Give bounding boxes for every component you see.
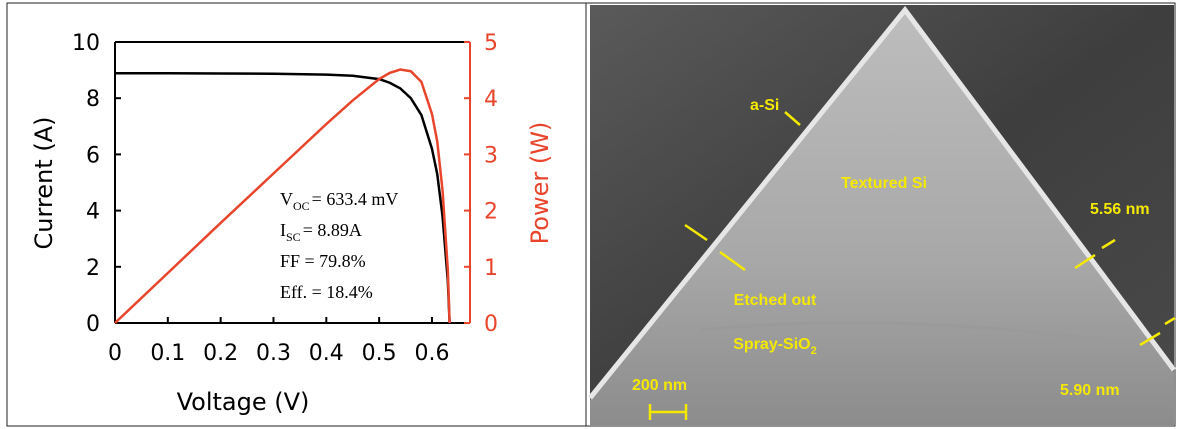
micrograph-label: a-Si bbox=[750, 97, 779, 114]
y-tick-label: 6 bbox=[86, 143, 100, 168]
micrograph: a-Si Textured Si 5.56 nm Etched out Spray-Si… bbox=[590, 5, 1175, 425]
annotation-text: FF = 79.8% bbox=[280, 251, 366, 271]
micrograph-label: 200 nm bbox=[632, 377, 687, 394]
label-text: Etched out bbox=[734, 292, 817, 309]
y-tick-label: 10 bbox=[72, 31, 100, 56]
x-axis-label: Voltage (V) bbox=[177, 388, 310, 416]
label-text: 200 nm bbox=[632, 377, 687, 394]
y2-tick-label: 4 bbox=[484, 87, 498, 112]
micrograph-label: 5.90 nm bbox=[1060, 382, 1120, 399]
label-text: 5.90 nm bbox=[1060, 382, 1120, 399]
y-tick-label: 2 bbox=[86, 256, 100, 281]
annotation: Eff. = 18.4% bbox=[280, 282, 373, 302]
x-tick-label: 0 bbox=[108, 341, 122, 366]
annotation-subscript: SC bbox=[286, 230, 301, 244]
label-text: Spray-SiO bbox=[733, 336, 810, 353]
annotation: FF = 79.8% bbox=[280, 251, 366, 271]
annotation-subscript: OC bbox=[293, 199, 310, 213]
label-text: a-Si bbox=[750, 97, 779, 114]
y2-tick-label: 1 bbox=[484, 256, 498, 281]
x-tick-label: 0.2 bbox=[203, 341, 238, 366]
annotation-symbol: V bbox=[280, 189, 293, 209]
label-text: Textured Si bbox=[841, 175, 927, 192]
annotation-text: = 633.4 mV bbox=[312, 189, 399, 209]
annotation-text: Eff. = 18.4% bbox=[280, 282, 373, 302]
y2-tick-label: 5 bbox=[484, 31, 498, 56]
label-subscript: 2 bbox=[811, 345, 817, 357]
figure: a-Si Textured Si 5.56 nm Etched out Spray-Si… bbox=[0, 0, 1181, 429]
micrograph-label: Textured Si bbox=[841, 175, 927, 192]
y2-tick-label: 2 bbox=[484, 200, 498, 225]
y2-axis-label: Power (W) bbox=[526, 122, 554, 245]
x-tick-label: 0.4 bbox=[309, 341, 344, 366]
y-tick-label: 4 bbox=[86, 200, 100, 225]
y-axis-label: Current (A) bbox=[30, 117, 58, 250]
y-tick-label: 8 bbox=[86, 87, 100, 112]
micrograph-label: Etched out bbox=[734, 292, 817, 309]
label-text: 5.56 nm bbox=[1090, 201, 1150, 218]
x-tick-label: 0.1 bbox=[150, 341, 185, 366]
y-tick-label: 0 bbox=[86, 312, 100, 337]
y2-tick-label: 3 bbox=[484, 143, 498, 168]
x-tick-label: 0.6 bbox=[414, 341, 449, 366]
micrograph-label: 5.56 nm bbox=[1090, 201, 1150, 218]
y2-tick-label: 0 bbox=[484, 312, 498, 337]
x-tick-label: 0.5 bbox=[362, 341, 397, 366]
annotation-text: = 8.89A bbox=[303, 220, 362, 240]
x-tick-label: 0.3 bbox=[256, 341, 291, 366]
